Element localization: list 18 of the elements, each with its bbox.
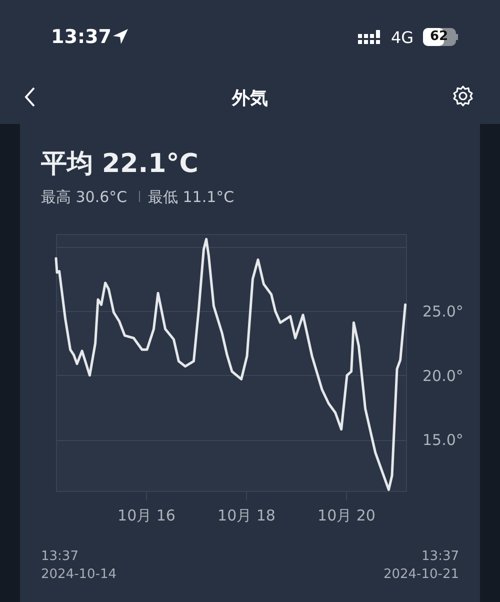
- y-tick-label: 15.0°: [422, 431, 464, 450]
- y-tick-label: 20.0°: [422, 366, 464, 385]
- text: 13:37: [422, 549, 459, 564]
- text: 13:37: [51, 26, 112, 48]
- text: 4G: [391, 28, 414, 47]
- x-tick-label: 10月 18: [218, 506, 276, 524]
- text: 2024-10-14: [41, 567, 117, 582]
- text: 最高 30.6°C: [41, 188, 128, 207]
- y-tick-label: 25.0°: [422, 302, 464, 321]
- x-tick-label: 10月 16: [118, 506, 176, 524]
- x-tick-label: 10月 20: [318, 506, 376, 524]
- text: 13:37: [41, 549, 78, 564]
- text: 2024-10-21: [383, 567, 459, 582]
- line-series: [54, 238, 407, 491]
- chart-title: 外気: [230, 87, 269, 110]
- text: 62: [430, 29, 448, 44]
- chart-subtitle: 平均 22.1°C: [41, 148, 198, 181]
- text: 最低 11.1°C: [148, 188, 234, 207]
